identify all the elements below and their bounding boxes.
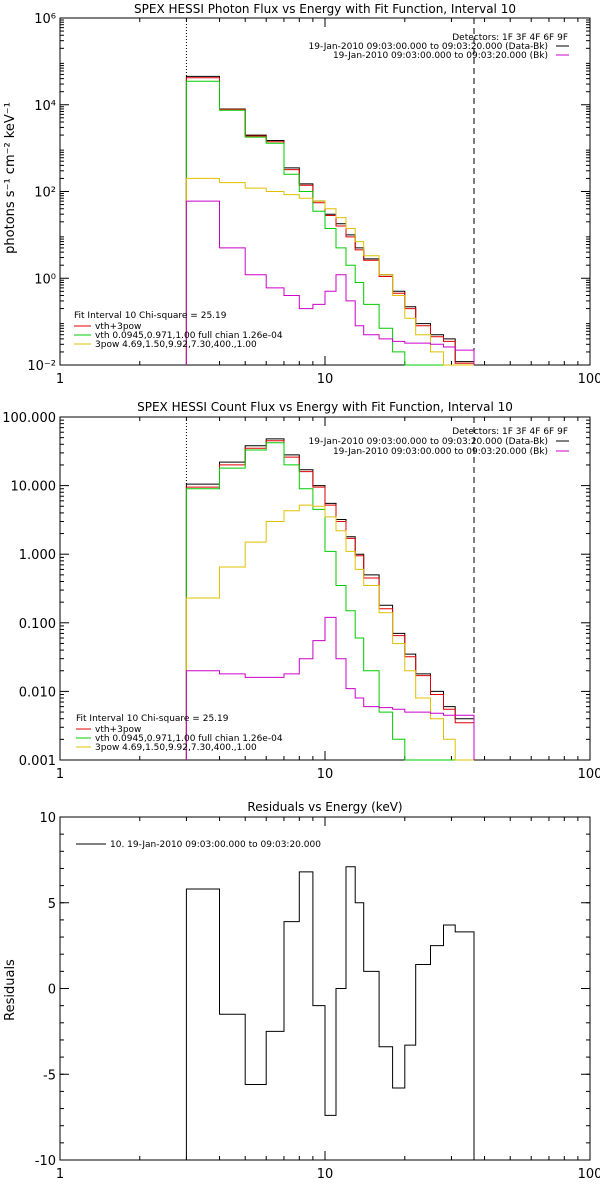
series-step-line xyxy=(185,75,475,365)
y-tick-label: 1.000 xyxy=(19,548,56,563)
header-legend-label: 19-Jan-2010 09:03:00.000 to 09:03:20.000… xyxy=(309,437,548,447)
y-tick-label: 10⁻² xyxy=(27,359,56,374)
x-tick-label: 100 xyxy=(578,1167,600,1182)
x-tick-label: 10 xyxy=(317,372,334,387)
header-legend-label: 19-Jan-2010 09:03:00.000 to 09:03:20.000… xyxy=(333,51,548,61)
plot-area: 1 10 100 0.001 0.010 0.100 1.000 10.000 100.000 xyxy=(2,411,600,782)
y-tick-label: 0.100 xyxy=(19,617,56,632)
y-axis-label: Residuals xyxy=(3,959,18,1021)
fit-legend: Fit Interval 10 Chi-square = 25.19 vth+3… xyxy=(74,311,283,350)
x-tick-label: 1 xyxy=(56,372,64,387)
y-tick-label: 10⁶ xyxy=(34,12,56,27)
fit-legend-label: vth+3pow xyxy=(95,725,141,735)
count-flux-panel: SPEX HESSI Count Flux vs Energy with Fit… xyxy=(2,400,600,782)
plot-area: 1 10 100 10⁻² 10⁰ 10² 10⁴ 10⁶ xyxy=(27,12,600,387)
plot-frame xyxy=(59,416,591,761)
series-step-line xyxy=(185,77,475,365)
header-legend: Detectors: 1F 3F 4F 6F 9F 19-Jan-2010 09… xyxy=(309,33,569,61)
y-tick-label: -5 xyxy=(43,1068,56,1083)
detectors-label: Detectors: 1F 3F 4F 6F 9F xyxy=(452,33,568,43)
x-tick-label: 1 xyxy=(56,1167,64,1182)
fit-legend-label: vth 0.0945,0.971,1.00 full chian 1.26e-0… xyxy=(95,734,283,744)
series-step-line xyxy=(185,200,475,365)
series-step-line xyxy=(185,80,474,366)
y-tick-label: 10.000 xyxy=(11,480,57,495)
x-tick-label: 1 xyxy=(56,767,64,782)
x-tick-label: 10 xyxy=(317,767,334,782)
series-step-line xyxy=(185,616,475,760)
chart-title: Residuals vs Energy (keV) xyxy=(247,800,402,814)
y-tick-label: 10⁴ xyxy=(34,99,56,114)
x-tick-label: 100 xyxy=(578,372,600,387)
y-tick-label: 100.000 xyxy=(2,411,56,426)
y-axis-label: photons s⁻¹ cm⁻² keV⁻¹ xyxy=(3,102,18,254)
fit-legend-title: Fit Interval 10 Chi-square = 25.19 xyxy=(74,311,227,321)
series-step-line xyxy=(185,866,475,1160)
series-step-line xyxy=(185,177,474,366)
fit-legend-label: vth 0.0945,0.971,1.00 full chian 1.26e-0… xyxy=(95,331,283,341)
y-tick-label: -10 xyxy=(35,1154,56,1169)
y-tick-label: 0 xyxy=(48,983,56,998)
legend-label: 10. 19-Jan-2010 09:03:00.000 to 09:03:20… xyxy=(110,840,321,850)
y-tick-label: 5 xyxy=(48,897,56,912)
x-tick-label: 10 xyxy=(317,1167,334,1182)
y-tick-label: 10 xyxy=(39,811,56,826)
plot-area: 1 10 100 -10 -5 0 5 10 xyxy=(35,811,600,1182)
fit-legend-label: 3pow 4.69,1.50,9.92,7.30,400.,1.00 xyxy=(95,340,257,350)
photon-flux-panel: SPEX HESSI Photon Flux vs Energy with Fi… xyxy=(3,2,600,387)
chart-title: SPEX HESSI Photon Flux vs Energy with Fi… xyxy=(134,2,516,16)
fit-legend-title: Fit Interval 10 Chi-square = 25.19 xyxy=(76,714,229,724)
x-tick-label: 100 xyxy=(578,767,600,782)
y-tick-label: 0.001 xyxy=(19,754,56,769)
header-legend-label: 19-Jan-2010 09:03:00.000 to 09:03:20.000… xyxy=(309,42,548,52)
y-tick-label: 0.010 xyxy=(19,685,56,700)
fit-legend-label: vth+3pow xyxy=(95,322,141,332)
residual-legend: 10. 19-Jan-2010 09:03:00.000 to 09:03:20… xyxy=(76,840,321,850)
header-legend: Detectors: 1F 3F 4F 6F 9F 19-Jan-2010 09… xyxy=(309,427,569,457)
chart-title: SPEX HESSI Count Flux vs Energy with Fit… xyxy=(137,400,513,414)
y-tick-label: 10² xyxy=(34,186,56,201)
header-legend-label: 19-Jan-2010 09:03:00.000 to 09:03:20.000… xyxy=(333,447,548,457)
fit-legend-label: 3pow 4.69,1.50,9.92,7.30,400.,1.00 xyxy=(95,743,257,753)
y-tick-label: 10⁰ xyxy=(34,272,56,287)
series-step-line xyxy=(185,504,474,761)
series-step-line xyxy=(185,442,474,761)
residuals-panel: Residuals vs Energy (keV) Residuals 1 10 1… xyxy=(3,800,600,1182)
detectors-label: Detectors: 1F 3F 4F 6F 9F xyxy=(452,427,568,437)
fit-legend: Fit Interval 10 Chi-square = 25.19 vth+3… xyxy=(76,714,283,753)
